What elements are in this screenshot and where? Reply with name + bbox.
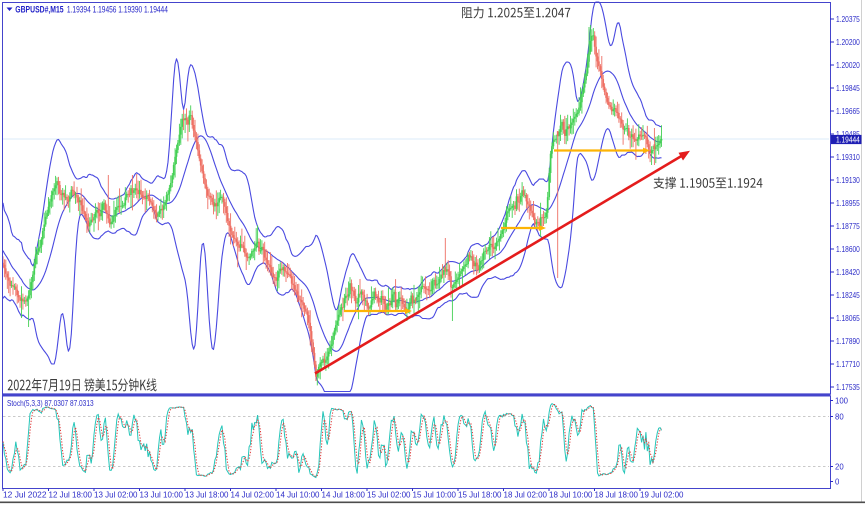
svg-text:14 Jul 02:00: 14 Jul 02:00 — [231, 489, 275, 499]
svg-text:Stoch(5,3,3) 87.0307 87.0313: Stoch(5,3,3) 87.0307 87.0313 — [7, 398, 94, 408]
svg-text:GBPUSD#,M15: GBPUSD#,M15 — [15, 5, 63, 15]
svg-text:14 Jul 18:00: 14 Jul 18:00 — [322, 489, 366, 499]
svg-text:1.20200: 1.20200 — [836, 38, 860, 47]
svg-text:15 Jul 10:00: 15 Jul 10:00 — [413, 489, 457, 499]
svg-text:13 Jul 18:00: 13 Jul 18:00 — [185, 489, 229, 499]
svg-text:100: 100 — [835, 396, 849, 405]
svg-text:15 Jul 02:00: 15 Jul 02:00 — [367, 489, 411, 499]
svg-text:1.19665: 1.19665 — [836, 107, 860, 116]
svg-text:80: 80 — [835, 412, 844, 421]
svg-text:0: 0 — [835, 477, 840, 486]
svg-text:13 Jul 10:00: 13 Jul 10:00 — [140, 489, 184, 499]
svg-text:1.18955: 1.18955 — [836, 199, 860, 208]
svg-text:15 Jul 18:00: 15 Jul 18:00 — [458, 489, 502, 499]
svg-text:1.19394 1.19456 1.19390 1.1944: 1.19394 1.19456 1.19390 1.19444 — [67, 5, 168, 15]
svg-text:1.18775: 1.18775 — [836, 222, 860, 231]
svg-text:1.18420: 1.18420 — [836, 268, 860, 277]
svg-text:1.18065: 1.18065 — [836, 314, 860, 323]
svg-text:20: 20 — [835, 462, 844, 471]
svg-text:1.17535: 1.17535 — [836, 383, 860, 392]
svg-text:1.20375: 1.20375 — [836, 15, 860, 24]
svg-text:1.19310: 1.19310 — [836, 153, 860, 162]
svg-text:12 Jul 18:00: 12 Jul 18:00 — [49, 489, 93, 499]
svg-text:18 Jul 10:00: 18 Jul 10:00 — [549, 489, 593, 499]
svg-text:1.19130: 1.19130 — [836, 176, 860, 185]
svg-text:14 Jul 10:00: 14 Jul 10:00 — [276, 489, 320, 499]
svg-text:1.20020: 1.20020 — [836, 61, 860, 70]
svg-text:1.17890: 1.17890 — [836, 337, 860, 346]
svg-text:12 Jul 2022: 12 Jul 2022 — [3, 489, 47, 499]
svg-text:1.18245: 1.18245 — [836, 291, 860, 300]
svg-text:18 Jul 02:00: 18 Jul 02:00 — [504, 489, 548, 499]
svg-text:1.19444: 1.19444 — [836, 135, 860, 144]
svg-text:1.18600: 1.18600 — [836, 245, 860, 254]
svg-text:19 Jul 02:00: 19 Jul 02:00 — [640, 489, 684, 499]
svg-text:13 Jul 02:00: 13 Jul 02:00 — [94, 489, 138, 499]
svg-text:18 Jul 18:00: 18 Jul 18:00 — [595, 489, 639, 499]
svg-text:1.19845: 1.19845 — [836, 84, 860, 93]
svg-text:1.19485: 1.19485 — [836, 130, 860, 139]
svg-text:1.17710: 1.17710 — [836, 360, 860, 369]
